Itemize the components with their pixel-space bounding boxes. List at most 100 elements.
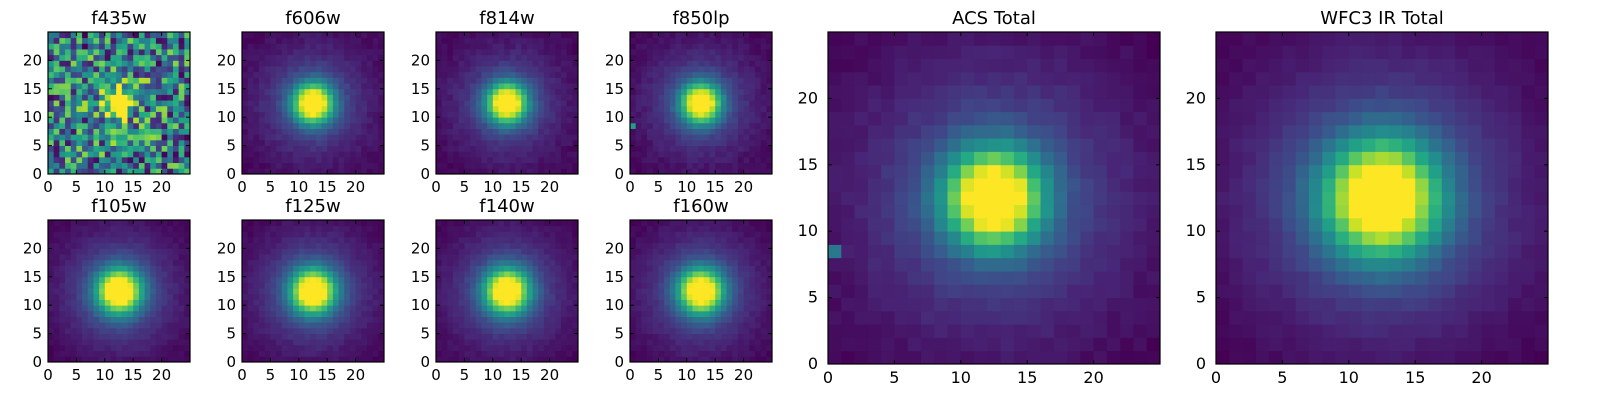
heatmap-cell [321,225,328,232]
heatmap-cell [116,162,123,169]
heatmap-cell [555,299,562,306]
heatmap-cell [104,225,111,232]
heatmap-cell [543,139,550,146]
heatmap-cell [766,316,773,323]
heatmap-cell [65,145,72,152]
heatmap-cell [652,316,659,323]
heatmap-cell [692,282,699,289]
heatmap-cell [766,293,773,300]
heatmap-cell [276,151,283,158]
heatmap-cell [270,220,277,227]
heatmap-cell [749,134,756,141]
heatmap-cell [93,220,100,227]
heatmap-cell [264,350,271,357]
heatmap-cell [144,168,151,175]
heatmap-cell [504,100,511,107]
heatmap-cell [93,310,100,317]
heatmap-cell [737,344,744,352]
heatmap-cell [287,156,294,164]
heatmap-cell [732,316,739,323]
heatmap-cell [150,128,157,135]
heatmap-cell [555,139,562,146]
heatmap-cell [116,156,123,164]
heatmap-cell [686,168,693,175]
heatmap-cell [76,237,83,244]
heatmap-cell [315,254,322,261]
heatmap-cell [264,265,271,272]
heatmap-cell [366,316,374,323]
heatmap-cell [698,350,705,357]
heatmap-cell [167,327,174,334]
heatmap-cell [127,54,134,61]
heatmap-cell [242,54,249,61]
heatmap-cell [453,265,460,272]
heatmap-cell [572,276,579,283]
heatmap-cell [566,117,573,124]
heatmap-cell [127,271,134,278]
heatmap-cell [48,350,55,357]
heatmap-cell [487,242,494,249]
heatmap-cell [538,49,545,56]
heatmap-cell [372,145,379,152]
heatmap-cell [737,32,744,39]
heatmap-cell [361,333,368,340]
heatmap-cell [281,242,288,249]
heatmap-cell [338,71,345,78]
heatmap-cell [281,139,288,146]
heatmap-cell [720,77,727,84]
heatmap-cell [310,276,317,283]
heatmap-cell [743,168,750,175]
heatmap-cell [161,316,168,323]
heatmap-cell [355,333,362,340]
heatmap-cell [686,305,693,312]
heatmap-cell [349,344,356,352]
heatmap-cell [144,305,151,312]
heatmap-cell [184,88,191,95]
heatmap-cell [481,54,488,61]
heatmap-cell [150,271,157,278]
heatmap-cell [630,83,637,90]
heatmap-cell [378,231,385,238]
heatmap-cell [99,220,106,227]
heatmap-cell [59,49,66,56]
heatmap-cell [647,333,654,340]
heatmap-cell [732,350,739,357]
heatmap-cell [675,271,682,278]
heatmap-cell [70,32,77,39]
heatmap-cell [366,293,374,300]
heatmap-cell [161,356,168,363]
heatmap-cell [715,139,722,146]
heatmap-cell [270,356,277,363]
heatmap-cell [270,344,277,352]
heatmap-cell [259,77,266,84]
heatmap-cell [344,111,351,118]
heatmap-cell [338,122,345,129]
heatmap-cell [481,139,488,146]
heatmap-cell [270,105,277,112]
heatmap-cell [630,350,637,357]
heatmap-cell [361,77,368,84]
heatmap-cell [121,43,128,50]
heatmap-cell [647,350,654,357]
heatmap-cell [82,32,89,39]
heatmap-cell [760,356,767,363]
heatmap-cell [76,231,83,238]
heatmap-cell [630,122,637,129]
heatmap-cell [93,49,100,56]
heatmap-cell [366,134,374,141]
heatmap-cell [366,254,374,261]
heatmap-cell [492,327,499,334]
heatmap-cell [178,54,185,61]
heatmap-cell [372,111,379,118]
heatmap-cell [521,37,528,44]
heatmap-cell [549,162,556,169]
heatmap-cell [178,276,185,283]
heatmap-cell [366,49,374,56]
heatmap-cell [641,88,648,95]
heatmap-cell [555,60,562,67]
heatmap-cell [526,122,533,129]
heatmap-cell [293,282,300,289]
heatmap-cell [720,288,727,295]
heatmap-cell [53,162,60,169]
heatmap-cell [543,134,550,141]
